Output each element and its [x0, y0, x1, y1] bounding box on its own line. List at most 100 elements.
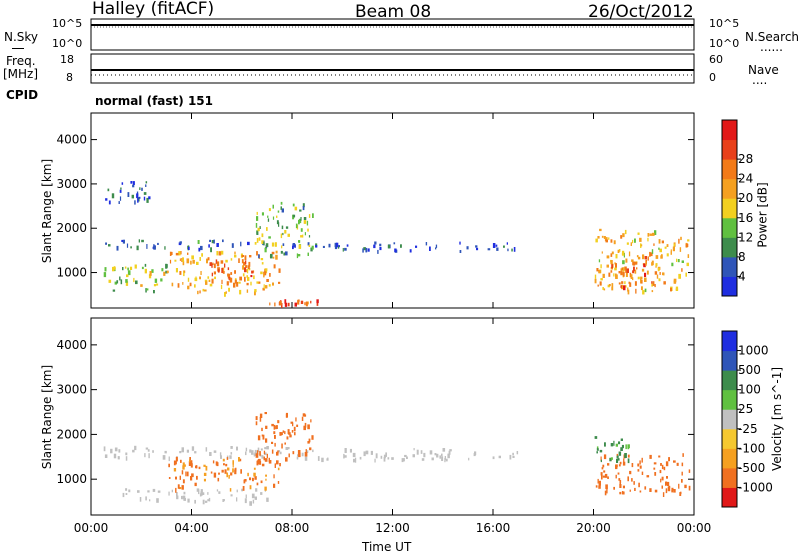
data-cell [228, 276, 231, 281]
data-cell [599, 449, 603, 453]
data-cell [168, 491, 170, 496]
data-cell [213, 263, 216, 269]
data-cell [266, 227, 268, 231]
power-colorbar-label: Power [dB] [755, 182, 770, 248]
data-cell [441, 456, 444, 461]
data-cell [640, 279, 642, 283]
data-cell [229, 277, 233, 283]
data-cell [222, 271, 225, 274]
data-cell [266, 446, 269, 450]
data-cell [641, 286, 643, 291]
data-cell [285, 447, 289, 450]
data-cell [264, 412, 267, 415]
data-cell [606, 255, 610, 259]
data-cell [263, 241, 265, 246]
data-cell [224, 292, 226, 297]
data-cell [176, 492, 178, 496]
data-cell [296, 424, 299, 427]
data-cell [226, 457, 229, 460]
data-cell [261, 240, 264, 244]
data-cell [273, 474, 275, 479]
data-cell [210, 247, 212, 253]
data-cell [618, 249, 621, 252]
data-cell [196, 475, 198, 480]
data-cell [230, 472, 233, 476]
data-cell [619, 480, 622, 483]
data-cell [280, 250, 283, 254]
data-cell [181, 485, 184, 490]
data-cell [179, 475, 181, 480]
data-cell [239, 289, 242, 295]
xtick-label: 04:00 [174, 521, 209, 535]
data-cell [256, 450, 259, 455]
data-cell [412, 454, 415, 458]
data-cell [254, 291, 256, 296]
data-cell [298, 218, 302, 224]
data-cell [615, 465, 618, 469]
data-cell [681, 462, 684, 467]
power-colorbar-tick-label: 16 [738, 211, 753, 225]
power-colorbar-swatch [722, 159, 737, 180]
data-cell [153, 290, 155, 294]
data-cell [425, 242, 428, 246]
freq-left-tick-bottom: 8 [66, 71, 73, 84]
data-cell [603, 470, 606, 473]
data-cell [385, 452, 387, 457]
data-cell [310, 419, 312, 423]
data-cell [610, 239, 613, 243]
data-cell [292, 203, 295, 207]
data-cell [216, 261, 220, 267]
data-cell [215, 461, 218, 466]
data-cell [604, 473, 608, 478]
data-cell [280, 206, 282, 210]
data-cell [276, 460, 279, 465]
data-cell [272, 216, 275, 220]
data-cell [610, 443, 614, 447]
data-cell [231, 243, 234, 248]
data-cell [270, 253, 273, 259]
data-cell [607, 284, 610, 288]
data-cell [613, 240, 616, 245]
data-cell [632, 277, 634, 281]
data-cell [156, 283, 159, 286]
data-cell [685, 272, 687, 277]
data-cell [190, 476, 193, 481]
data-cell [631, 259, 634, 262]
data-cell [622, 260, 625, 265]
data-cell [257, 447, 260, 453]
data-cell [307, 441, 310, 444]
data-cell [139, 497, 142, 502]
ytick-label: 4000 [56, 133, 87, 147]
data-cell [245, 447, 248, 452]
data-cell [657, 267, 660, 272]
data-cell [507, 248, 509, 252]
data-cell [624, 281, 626, 285]
data-cell [617, 472, 620, 475]
data-cell [365, 450, 369, 455]
data-cell [656, 274, 659, 279]
data-cell [232, 468, 234, 473]
data-cell [302, 413, 306, 417]
data-cell [627, 287, 629, 292]
data-cell [113, 267, 116, 270]
data-cell [311, 435, 314, 440]
data-cell [506, 242, 508, 245]
data-cell [597, 236, 600, 239]
data-cell [599, 228, 602, 232]
data-cell [634, 261, 638, 265]
data-cell [365, 247, 368, 253]
data-cell [671, 487, 674, 491]
data-cell [118, 449, 121, 453]
data-cell [154, 278, 158, 283]
data-cell [282, 243, 285, 246]
data-cell [642, 290, 645, 295]
data-cell [255, 421, 258, 426]
data-cell [487, 248, 491, 251]
data-cell [256, 216, 259, 221]
data-cell [171, 489, 173, 493]
data-cell [133, 181, 135, 185]
data-cell [272, 204, 274, 209]
data-cell [623, 285, 626, 291]
data-cell [246, 282, 249, 286]
data-cell [644, 277, 647, 282]
